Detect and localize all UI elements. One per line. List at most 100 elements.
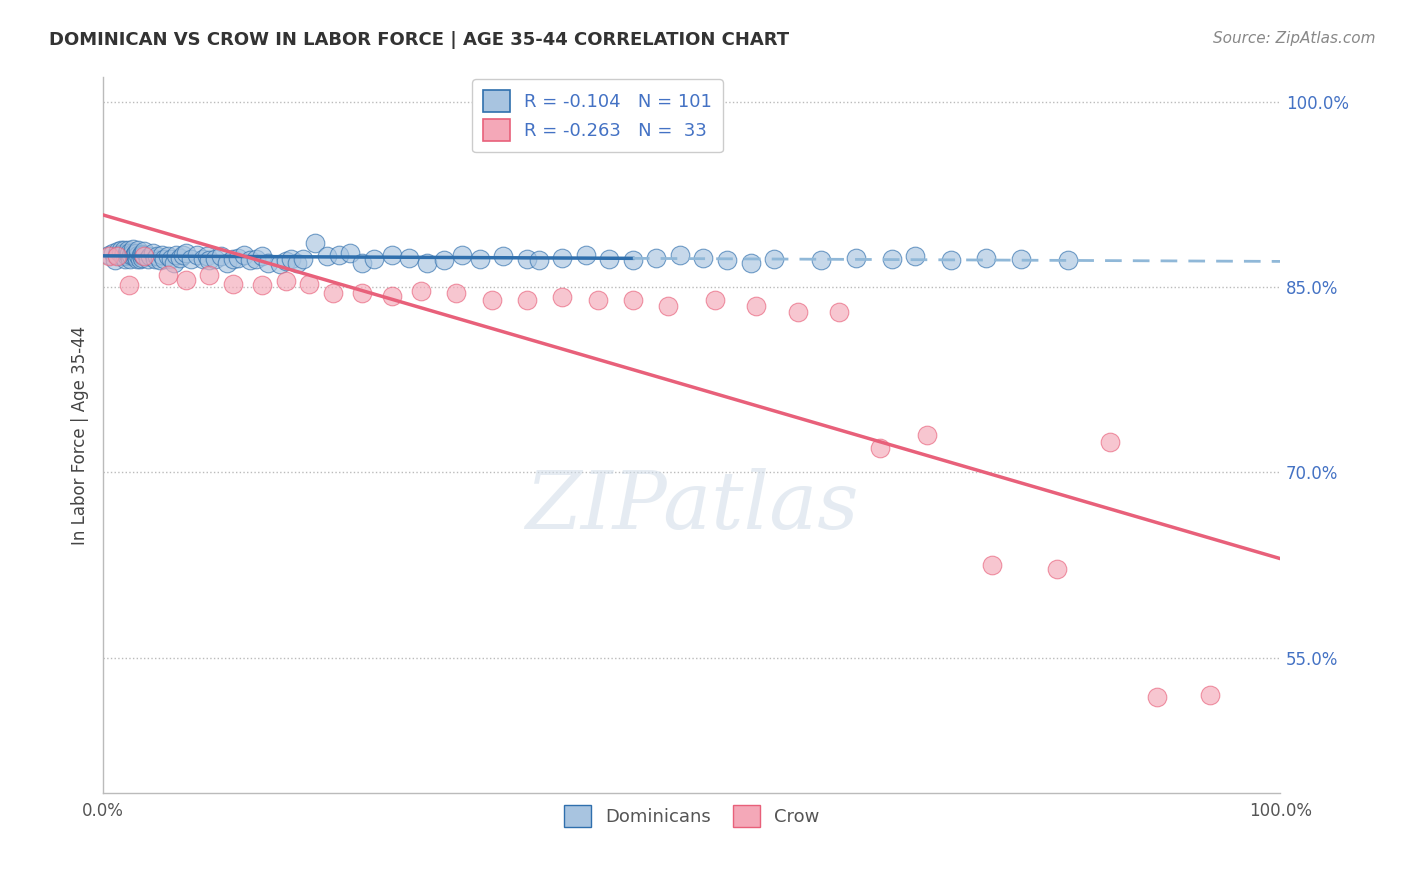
Point bbox=[112, 245, 135, 260]
Point bbox=[586, 293, 609, 307]
Point bbox=[915, 428, 938, 442]
Point bbox=[250, 277, 273, 292]
Point bbox=[98, 249, 121, 263]
Point bbox=[274, 254, 297, 268]
Point bbox=[527, 253, 550, 268]
Point bbox=[257, 255, 280, 269]
Point bbox=[352, 286, 374, 301]
Point bbox=[125, 249, 148, 263]
Point bbox=[128, 252, 150, 266]
Point bbox=[146, 249, 169, 263]
Point bbox=[131, 247, 153, 261]
Point bbox=[120, 248, 142, 262]
Point bbox=[745, 299, 768, 313]
Point bbox=[174, 273, 197, 287]
Point bbox=[209, 249, 232, 263]
Point bbox=[120, 252, 142, 266]
Point bbox=[657, 299, 679, 313]
Point bbox=[156, 268, 179, 282]
Point bbox=[339, 245, 361, 260]
Point bbox=[139, 249, 162, 263]
Point bbox=[239, 253, 262, 268]
Point bbox=[322, 286, 344, 301]
Text: ZIPatlas: ZIPatlas bbox=[524, 468, 859, 546]
Point bbox=[169, 251, 191, 265]
Point bbox=[107, 244, 129, 259]
Point bbox=[105, 248, 128, 262]
Point bbox=[904, 249, 927, 263]
Point bbox=[280, 252, 302, 266]
Point bbox=[645, 251, 668, 265]
Point bbox=[451, 248, 474, 262]
Point bbox=[221, 252, 243, 266]
Point bbox=[298, 277, 321, 291]
Point bbox=[125, 245, 148, 260]
Point bbox=[446, 286, 468, 301]
Point bbox=[112, 244, 135, 258]
Point bbox=[328, 248, 350, 262]
Point bbox=[704, 293, 727, 307]
Point bbox=[117, 244, 139, 258]
Point bbox=[228, 251, 250, 265]
Point bbox=[114, 252, 136, 266]
Point bbox=[481, 293, 503, 307]
Point bbox=[195, 249, 218, 263]
Point bbox=[598, 252, 620, 266]
Point bbox=[880, 252, 903, 266]
Point bbox=[245, 252, 267, 266]
Point bbox=[127, 252, 149, 266]
Point bbox=[204, 252, 226, 266]
Point bbox=[193, 252, 215, 266]
Point bbox=[516, 293, 538, 307]
Point bbox=[132, 248, 155, 262]
Point bbox=[416, 255, 439, 269]
Point bbox=[198, 253, 221, 268]
Text: Source: ZipAtlas.com: Source: ZipAtlas.com bbox=[1212, 31, 1375, 46]
Point bbox=[118, 248, 141, 262]
Point bbox=[156, 249, 179, 263]
Point bbox=[575, 248, 598, 262]
Point bbox=[810, 253, 832, 268]
Point bbox=[112, 249, 135, 263]
Point bbox=[304, 235, 326, 250]
Point bbox=[285, 255, 308, 269]
Point bbox=[233, 248, 256, 262]
Point bbox=[974, 251, 997, 265]
Point bbox=[1010, 252, 1032, 266]
Point bbox=[150, 248, 173, 262]
Point bbox=[122, 249, 145, 263]
Point bbox=[274, 274, 297, 288]
Point bbox=[131, 251, 153, 265]
Point bbox=[115, 245, 138, 260]
Point bbox=[98, 248, 121, 262]
Point bbox=[105, 249, 128, 263]
Point bbox=[269, 257, 291, 271]
Point bbox=[433, 253, 456, 268]
Point bbox=[121, 245, 143, 260]
Point bbox=[363, 252, 385, 266]
Point bbox=[669, 248, 692, 262]
Point bbox=[149, 253, 172, 268]
Point bbox=[134, 249, 156, 263]
Point bbox=[1045, 562, 1067, 576]
Point bbox=[215, 255, 238, 269]
Point bbox=[121, 242, 143, 256]
Y-axis label: In Labor Force | Age 35-44: In Labor Force | Age 35-44 bbox=[72, 326, 89, 545]
Point bbox=[142, 245, 165, 260]
Point bbox=[980, 558, 1002, 572]
Point bbox=[468, 252, 491, 266]
Point bbox=[129, 248, 152, 262]
Point bbox=[380, 289, 402, 303]
Point bbox=[315, 249, 337, 263]
Point bbox=[160, 252, 183, 266]
Point bbox=[551, 251, 574, 265]
Point bbox=[352, 255, 374, 269]
Point bbox=[828, 305, 851, 319]
Point bbox=[380, 248, 402, 262]
Point bbox=[110, 244, 132, 258]
Point bbox=[165, 248, 187, 262]
Point bbox=[172, 248, 194, 262]
Point bbox=[174, 245, 197, 260]
Point bbox=[1098, 434, 1121, 449]
Point bbox=[292, 252, 315, 266]
